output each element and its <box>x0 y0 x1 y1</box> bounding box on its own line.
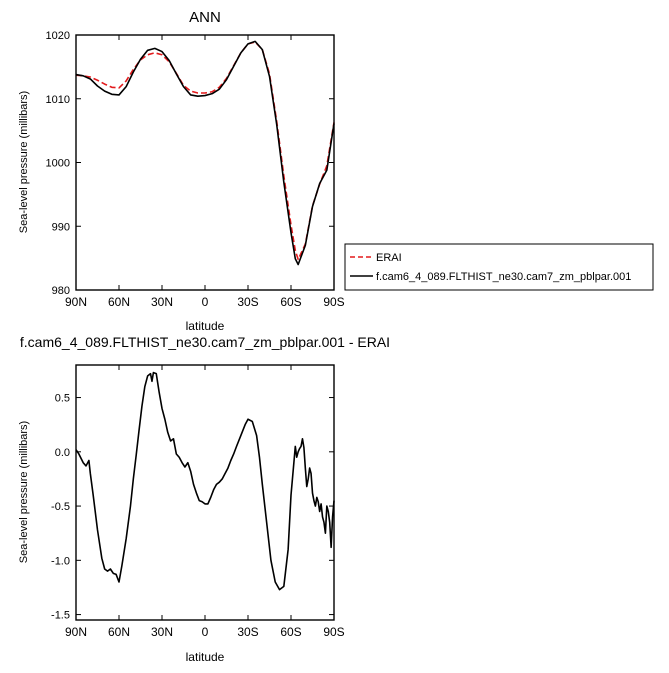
bottom-x-axis-label: latitude <box>186 650 225 664</box>
top-y-tick-label: 990 <box>52 221 70 233</box>
bottom-panel: f.cam6_4_089.FLTHIST_ne30.cam7_zm_pblpar… <box>18 334 390 664</box>
legend-box <box>344 243 654 291</box>
top-x-tick-label: 90N <box>65 295 87 309</box>
legend-erai-label: ERAI <box>376 252 402 264</box>
bottom-y-tick-label: 0.0 <box>55 447 70 459</box>
bottom-y-tick-label: -1.5 <box>51 610 70 622</box>
top-y-tick-label: 1000 <box>46 158 70 170</box>
top-y-axis-label: Sea-level pressure (millibars) <box>18 91 30 233</box>
bottom-x-tick-label: 90N <box>65 625 87 639</box>
bottom-series-line-difference <box>75 371 335 591</box>
top-x-tick-label: 30S <box>237 295 258 309</box>
top-x-tick-label: 30N <box>151 295 173 309</box>
top-plot-frame <box>75 34 335 291</box>
top-x-tick-label: 90S <box>323 295 344 309</box>
bottom-plot-frame <box>75 364 335 621</box>
top-series-line-erai <box>75 41 335 261</box>
top-y-tick-label: 980 <box>52 285 70 297</box>
bottom-x-tick-label: 0 <box>202 625 209 639</box>
bottom-y-tick-label: -0.5 <box>51 501 70 513</box>
top-x-tick-label: 0 <box>202 295 209 309</box>
top-plot-area: 90N 60N 30N 0 30S 60S 90S 980 990 1000 1010 1020 <box>46 30 345 309</box>
top-x-axis-label: latitude <box>186 319 225 333</box>
top-x-tick-label: 60S <box>280 295 301 309</box>
top-y-tick-label: 1020 <box>46 30 70 42</box>
bottom-x-tick-label: 30S <box>237 625 258 639</box>
bottom-y-axis-label: Sea-level pressure (millibars) <box>18 421 30 563</box>
bottom-plot-area: 90N 60N 30N 0 30S 60S 90S -1.5 -1.0 -0.5 0.0 0.5 <box>51 365 345 639</box>
bottom-chart-title: f.cam6_4_089.FLTHIST_ne30.cam7_zm_pblpar… <box>20 334 390 350</box>
top-panel: ANN 90N 60N 30N 0 30S 60S 90S 980 990 1000 1010 102… <box>18 9 345 333</box>
legend-model-label: f.cam6_4_089.FLTHIST_ne30.cam7_zm_pblpar… <box>376 271 631 283</box>
bottom-y-tick-label: -1.0 <box>51 555 70 567</box>
top-chart-title: ANN <box>189 9 221 26</box>
bottom-x-tick-label: 60S <box>280 625 301 639</box>
legend: ERAI f.cam6_4_089.FLTHIST_ne30.cam7_zm_p… <box>344 243 654 291</box>
bottom-x-tick-label: 60N <box>108 625 130 639</box>
top-y-tick-label: 1010 <box>46 94 70 106</box>
top-series-line-model <box>75 40 335 266</box>
top-x-tick-label: 60N <box>108 295 130 309</box>
bottom-x-tick-label: 90S <box>323 625 344 639</box>
bottom-x-tick-label: 30N <box>151 625 173 639</box>
bottom-y-tick-label: 0.5 <box>55 393 70 405</box>
